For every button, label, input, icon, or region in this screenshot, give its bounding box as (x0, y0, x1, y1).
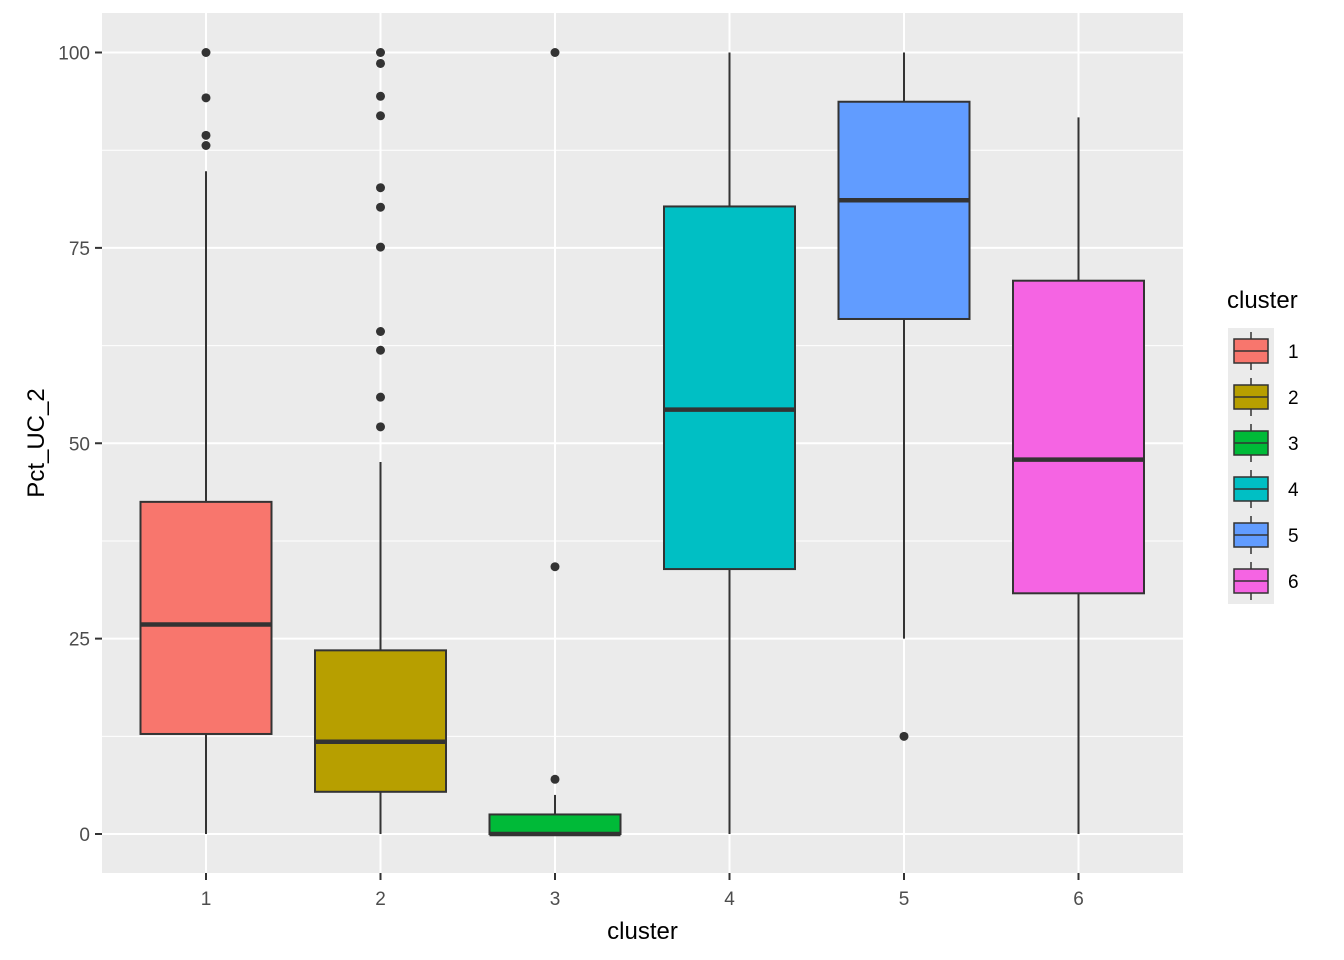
outlier-point (376, 345, 385, 355)
legend-item-4: 4 (1233, 470, 1299, 508)
x-tick-label: 1 (201, 889, 212, 910)
outlier-point (201, 130, 211, 140)
legend-item-label: 6 (1288, 572, 1299, 593)
x-axis-title: cluster (607, 918, 678, 945)
x-tick-label: 5 (899, 889, 910, 910)
y-tick-label: 75 (69, 239, 90, 260)
outlier-point (376, 183, 385, 193)
box-3 (488, 48, 622, 837)
outlier-point (899, 731, 909, 741)
outlier-point (376, 326, 385, 336)
outlier-point (376, 392, 385, 402)
outlier-point (201, 93, 211, 103)
legend-items: 1 2 3 4 5 6 (1233, 332, 1299, 600)
outlier-point (376, 422, 385, 432)
x-tick-label: 2 (375, 889, 386, 910)
outlier-point (376, 91, 385, 101)
outlier-point (376, 58, 385, 68)
legend-title: cluster (1227, 287, 1298, 314)
y-tick-label: 50 (69, 434, 90, 455)
outlier-point (550, 48, 560, 57)
box-2 (314, 48, 447, 834)
legend-item-label: 1 (1288, 342, 1299, 363)
x-tick-label: 3 (550, 889, 561, 910)
box-4 (663, 52, 796, 834)
outlier-point (376, 202, 385, 212)
y-tick-label: 0 (79, 825, 90, 846)
outlier-point (376, 111, 385, 121)
y-tick-label: 100 (58, 44, 90, 65)
outlier-point (376, 242, 385, 252)
x-axis: 1 2 3 4 5 6 (201, 873, 1084, 910)
box-1 (139, 48, 273, 834)
y-axis-title: Pct_UC_2 (23, 388, 50, 497)
legend-item-3: 3 (1233, 424, 1299, 462)
legend-item-label: 2 (1288, 388, 1299, 409)
legend-item-2: 2 (1233, 378, 1299, 416)
box-body (1012, 279, 1145, 595)
box-body (488, 813, 622, 836)
y-axis: 0 25 50 75 100 (58, 44, 102, 846)
boxes (139, 48, 1145, 837)
legend-item-label: 4 (1288, 480, 1299, 501)
outlier-point (201, 48, 211, 57)
minor-gridlines (102, 149, 1183, 737)
y-tick-label: 25 (69, 630, 90, 651)
legend-item-6: 6 (1233, 562, 1299, 600)
box-5 (837, 52, 971, 741)
x-tick-label: 6 (1073, 889, 1084, 910)
box-body (139, 500, 273, 735)
legend-item-label: 5 (1288, 526, 1299, 547)
box-body (663, 205, 796, 571)
box-6 (1012, 117, 1145, 834)
outlier-point (201, 140, 211, 150)
legend-item-1: 1 (1233, 332, 1299, 370)
outlier-point (550, 774, 560, 784)
box-body (314, 649, 447, 793)
outlier-point (376, 48, 385, 57)
legend-item-label: 3 (1288, 434, 1299, 455)
x-tick-label: 4 (724, 889, 735, 910)
outlier-point (550, 562, 560, 572)
legend-item-5: 5 (1233, 516, 1299, 554)
box-body (837, 100, 971, 320)
legend: cluster 1 2 3 4 5 6 (1227, 287, 1299, 604)
legend-key-background (1228, 328, 1274, 604)
